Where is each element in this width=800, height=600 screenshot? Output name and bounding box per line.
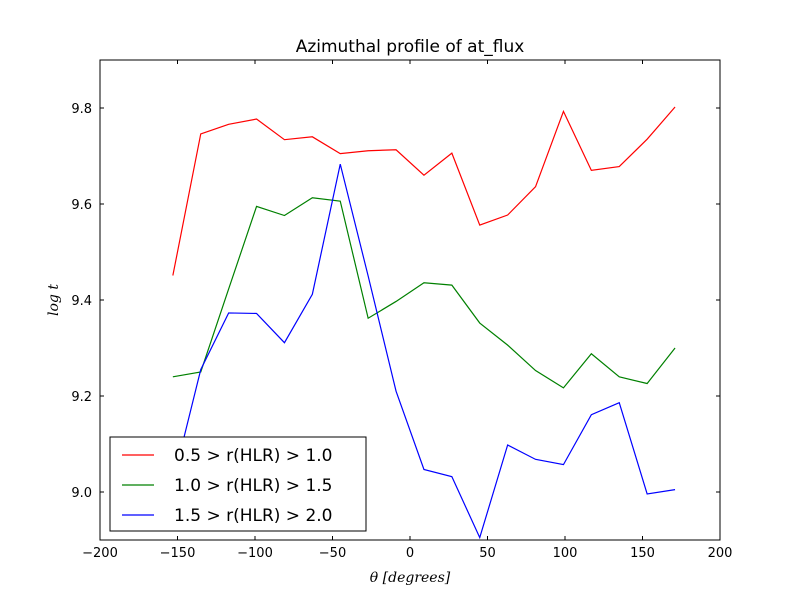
x-tick-label: 50 [479,546,496,561]
legend-label-2: 1.0 > r(HLR) > 1.5 [174,476,333,496]
x-tick-label: 100 [553,546,578,561]
x-tick-label: −150 [160,546,196,561]
x-tick-label: 200 [708,546,733,561]
y-tick-label: 9.0 [71,486,92,501]
x-tick-label: 150 [630,546,655,561]
legend-label-3: 1.5 > r(HLR) > 2.0 [174,506,333,526]
series-layer [172,106,676,540]
legend-label-1: 0.5 > r(HLR) > 1.0 [174,446,333,466]
plot-frame [99,59,721,541]
x-tick-label: −50 [319,546,346,561]
legend: 0.5 > r(HLR) > 1.0 1.0 > r(HLR) > 1.5 1.5 … [109,436,367,532]
y-axis-label: log t [46,284,62,316]
series-line-3 [172,164,676,540]
y-tick-label: 9.6 [71,198,92,213]
series-line-2 [172,197,676,389]
x-axis-label: θ [degrees] [370,570,451,586]
x-tick-label: −200 [82,546,118,561]
tick-layer: −200 −150 −100 −50 0 50 100 150 200 9.0 9.2 9.4 9.6 9… [71,60,732,561]
y-tick-label: 9.4 [71,294,92,309]
x-tick-label: −100 [237,546,273,561]
x-tick-label: 0 [406,546,414,561]
series-line-1 [172,106,676,276]
y-tick-label: 9.2 [71,390,92,405]
chart-title: Azimuthal profile of at_flux [296,37,525,57]
y-tick-label: 9.8 [71,102,92,117]
